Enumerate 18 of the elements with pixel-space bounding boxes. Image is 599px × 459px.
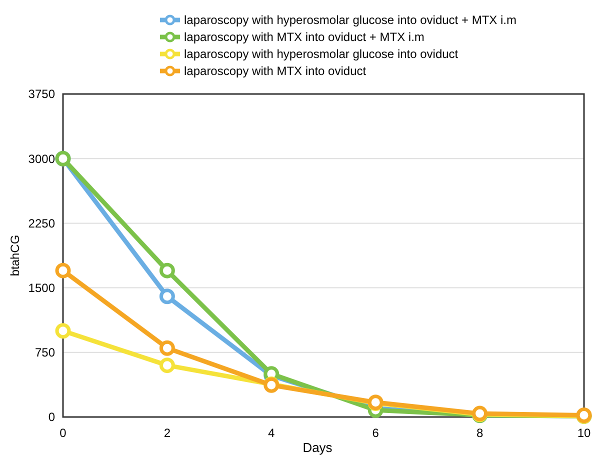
y-tick-label: 3750 [28,87,56,102]
x-axis-title: Days [302,440,333,455]
legend-label: laparoscopy with hyperosmolar glucose into oviduct + MTX i.m [184,13,516,28]
x-tick-label: 2 [164,426,171,440]
x-tick-label: 6 [372,426,380,440]
y-tick-label: 3000 [28,152,56,166]
legend-label: laparoscopy with MTX into oviduct + MTX i.m [184,30,424,44]
x-tick-label: 0 [60,426,67,440]
y-tick-label: 0 [48,410,56,424]
y-tick-label: 2250 [28,216,56,230]
x-tick-label: 8 [476,426,484,440]
y-tick-label: 1500 [28,281,56,295]
x-tick-label: 10 [577,426,591,440]
x-tick-label: 4 [268,426,276,440]
y-tick-label: 750 [34,346,56,360]
legend-label: laparoscopy with hyperosmolar glucose into oviduct [184,47,459,62]
y-axis-title: btahCG [8,234,22,276]
legend-label: laparoscopy with MTX into oviduct [184,64,367,78]
